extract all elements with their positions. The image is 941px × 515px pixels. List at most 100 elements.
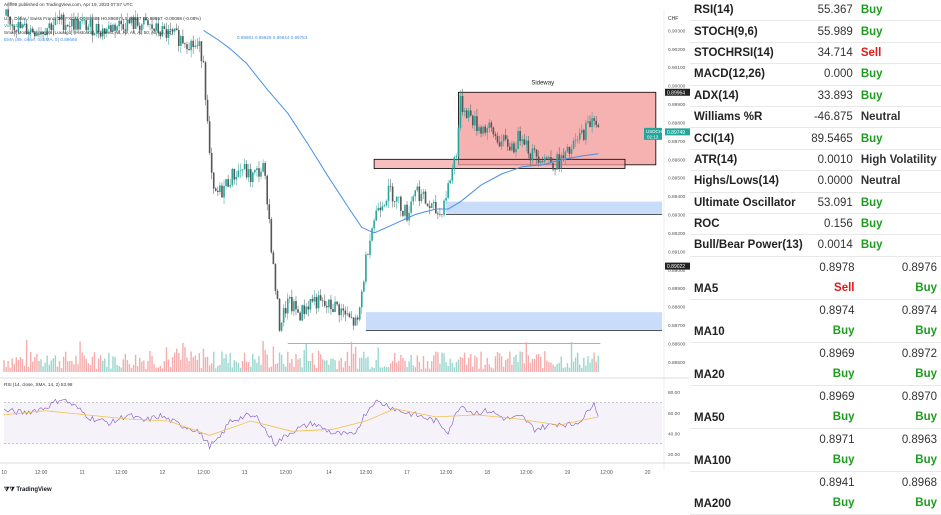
volume-bar [280, 354, 283, 372]
candle-body [496, 135, 499, 143]
ema-line [203, 29, 599, 234]
oscillator-action: Neutral [856, 170, 941, 193]
volume-bar [589, 362, 591, 372]
candle-body [221, 185, 223, 198]
candle-body [356, 317, 359, 320]
chart-canvas[interactable]: Sideway0.903000.902000.901000.900000.899… [0, 0, 690, 501]
volume-bar [311, 353, 314, 372]
volume-bar [132, 364, 135, 372]
candle-body [558, 154, 560, 169]
ma-name: MA20 [690, 342, 777, 386]
ma-exp-action: Buy [915, 496, 937, 509]
candle-body [513, 143, 515, 153]
volume-bar [361, 357, 363, 372]
volume-bar [139, 357, 141, 372]
candle-body [581, 129, 583, 133]
candle-body [95, 23, 98, 34]
volume-bar [581, 367, 583, 372]
candle-body [19, 21, 22, 28]
time-tick-label: 12:00 [360, 470, 373, 476]
candle-body [223, 186, 225, 198]
candle-body [114, 24, 116, 31]
volume-bar [256, 362, 258, 372]
oscillator-row: STOCHRSI(14) 34.714 Sell [690, 42, 941, 65]
volume-bar [5, 366, 7, 372]
oscillator-row: Highs/Lows(14) 0.0000 Neutral [690, 170, 941, 193]
candle-body [393, 201, 396, 203]
candle-body [284, 308, 287, 314]
volume-bar [120, 367, 122, 372]
volume-bar [531, 358, 534, 372]
candle-body [77, 18, 79, 30]
ma-row: MA200 0.8941 Buy 0.8968 Buy [690, 471, 941, 515]
volume-bar [169, 366, 172, 372]
volume-bar [215, 368, 217, 372]
candle-body [406, 204, 408, 221]
candle-body [583, 129, 585, 140]
candle-body [307, 306, 310, 310]
oscillator-name: ROC [690, 213, 808, 236]
volume-bar [570, 341, 573, 372]
candle-body [48, 23, 51, 29]
candle-body [153, 28, 155, 31]
candle-body [498, 142, 501, 147]
volume-bar [285, 366, 287, 372]
volume-bar [44, 362, 46, 372]
candle-body [597, 125, 600, 127]
volume-bar [334, 360, 336, 372]
candle-body [165, 28, 168, 38]
volume-bar [379, 367, 381, 372]
ma-name: MA50 [690, 385, 777, 429]
candle-body [389, 185, 392, 187]
box-low-price-bg [665, 262, 690, 270]
candle-body [208, 121, 211, 153]
candle-body [274, 264, 277, 291]
candle-body [192, 40, 194, 48]
candle-body [194, 45, 197, 48]
oscillator-action: Buy [856, 63, 941, 86]
time-tick-label: 10 [1, 470, 7, 476]
volume-bar [112, 356, 114, 372]
candle-body [89, 19, 92, 27]
tradingview-logo[interactable]: ⧩⧩ TradingView [4, 487, 52, 494]
volume-bar [252, 353, 254, 372]
candle-body [122, 24, 125, 30]
ma-exp-value: 0.8976 [901, 261, 937, 274]
volume-bar [455, 362, 458, 372]
candle-body [247, 169, 250, 178]
candle-body [258, 168, 260, 177]
candle-body [163, 26, 166, 29]
volume-bar [494, 356, 497, 372]
candle-body [439, 214, 441, 215]
candle-body [200, 41, 203, 62]
candle-body [291, 297, 293, 312]
volume-bar [404, 360, 406, 372]
volume-bar [356, 368, 359, 372]
volume-bar [260, 364, 262, 372]
candle-body [319, 295, 322, 301]
candle-body [140, 24, 143, 31]
volume-line: Vol 5.582K [4, 23, 27, 28]
candle-body [243, 164, 246, 170]
candle-body [587, 121, 589, 123]
tradingview-chart[interactable]: Sideway 0.90300 0.90200 0.90100 0.90000 0.899… [0, 0, 690, 501]
current-price: 0.89749 [667, 130, 685, 136]
volume-bar [157, 367, 159, 372]
volume-bar [322, 359, 324, 372]
candle-body [145, 17, 147, 21]
price-tick-label: 0.89900 [668, 102, 686, 108]
volume-bar [445, 362, 447, 372]
candle-body [171, 29, 174, 32]
candle-body [494, 134, 497, 136]
candle-body [118, 20, 120, 27]
candle-body [128, 19, 131, 24]
candle-body [202, 61, 205, 63]
candle-body [264, 163, 266, 176]
volume-bar [69, 361, 71, 372]
oscillator-row: STOCH(9,6) 55.989 Buy [690, 20, 941, 43]
currency-label: CHF [668, 16, 679, 22]
oscillator-row: RSI(14) 55.367 Buy [690, 0, 941, 22]
candle-body [204, 62, 207, 100]
candle-body [533, 148, 536, 150]
volume-bar [210, 363, 213, 372]
